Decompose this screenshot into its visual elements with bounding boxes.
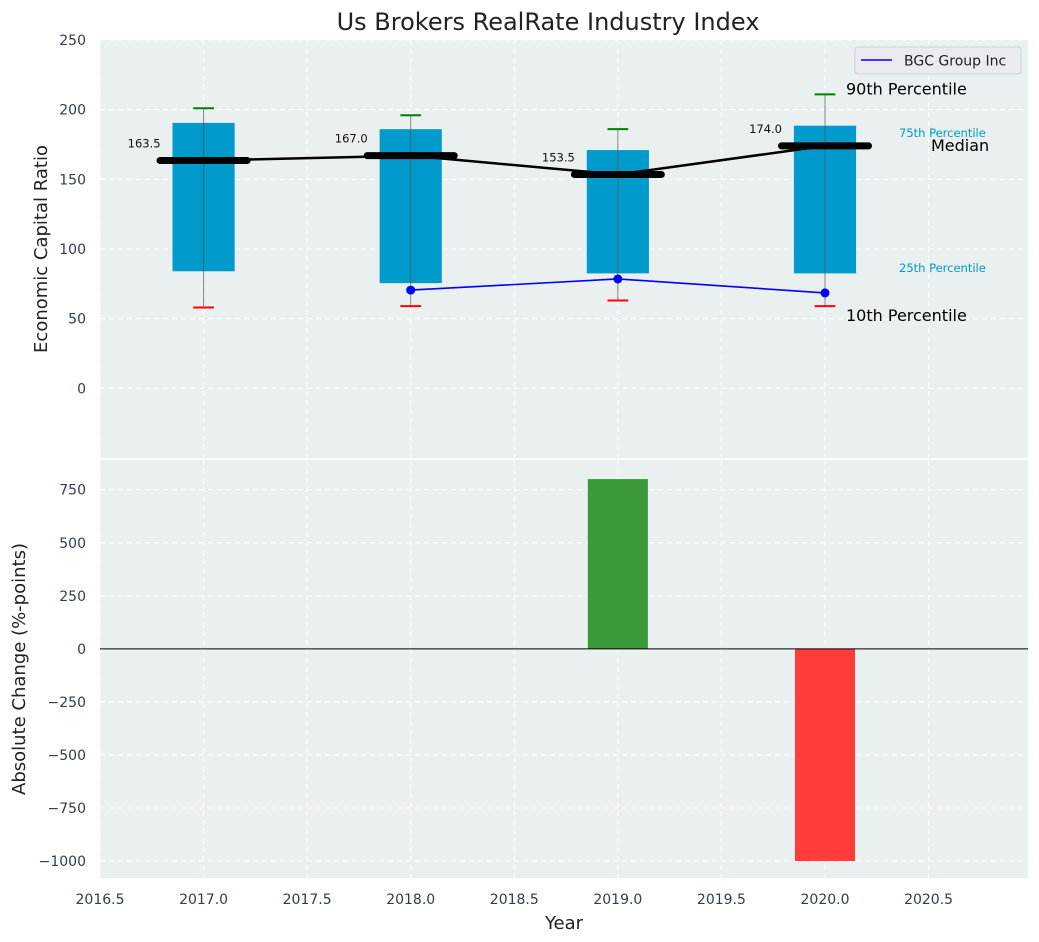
change-bar xyxy=(587,479,648,649)
x-tick-label: 2019.5 xyxy=(697,892,746,908)
y-tick-label: 200 xyxy=(59,103,86,119)
y-tick-label: 0 xyxy=(77,642,86,658)
y-tick-label: 500 xyxy=(59,536,86,552)
x-axis-label: Year xyxy=(544,913,584,934)
y-tick-label: −750 xyxy=(48,801,86,817)
bottom-axes: 2016.5 2017.0 2017.5 2018.0 2018.5 2019.0 2019… xyxy=(39,460,1028,908)
bgc-data-point xyxy=(406,285,416,295)
bottom-plot-background xyxy=(100,460,1028,878)
chart-title: Us Brokers RealRate Industry Index xyxy=(337,8,760,36)
x-tick-label: 2019.0 xyxy=(593,892,642,908)
y-tick-label: 100 xyxy=(59,242,86,258)
p75-annotation: 75th Percentile xyxy=(899,126,986,140)
y-tick-label: −500 xyxy=(48,748,86,764)
x-tick-label: 2018.0 xyxy=(386,892,435,908)
median-value-label: 153.5 xyxy=(542,150,575,164)
y-tick-label: 0 xyxy=(77,381,86,397)
y-tick-label: 750 xyxy=(59,483,86,499)
bottom-y-axis-label: Absolute Change (%-points) xyxy=(9,543,30,795)
p25-annotation: 25th Percentile xyxy=(899,261,986,275)
bgc-data-point xyxy=(820,288,830,298)
y-tick-label: 250 xyxy=(59,589,86,605)
y-tick-label: 250 xyxy=(59,33,86,49)
x-tick-label: 2018.5 xyxy=(490,892,539,908)
bgc-data-point xyxy=(613,274,623,284)
p90-annotation: 90th Percentile xyxy=(846,79,967,98)
x-tick-label: 2017.0 xyxy=(179,892,228,908)
top-y-axis-label: Economic Capital Ratio xyxy=(31,145,52,353)
y-tick-label: 50 xyxy=(68,312,86,328)
change-bar xyxy=(794,648,856,862)
x-tick-label: 2020.5 xyxy=(904,892,953,908)
median-annotation: Median xyxy=(931,136,989,155)
legend: BGC Group Inc xyxy=(854,46,1022,75)
median-value-label: 167.0 xyxy=(335,132,368,146)
x-tick-label: 2017.5 xyxy=(283,892,332,908)
top-axes: 0 50 100 150 200 250 163.5 167.0 153.5 174.0 90th … xyxy=(59,33,1028,458)
y-tick-label: 150 xyxy=(59,172,86,188)
p10-annotation: 10th Percentile xyxy=(846,306,967,325)
x-tick-label: 2020.0 xyxy=(801,892,850,908)
median-value-label: 174.0 xyxy=(749,122,782,136)
median-value-label: 163.5 xyxy=(128,137,161,151)
median-trend-line xyxy=(203,144,826,176)
y-tick-label: −250 xyxy=(48,695,86,711)
legend-box xyxy=(854,46,1022,75)
y-tick-label: −1000 xyxy=(39,854,86,870)
legend-label: BGC Group Inc xyxy=(904,54,1006,70)
x-tick-label: 2016.5 xyxy=(76,892,125,908)
